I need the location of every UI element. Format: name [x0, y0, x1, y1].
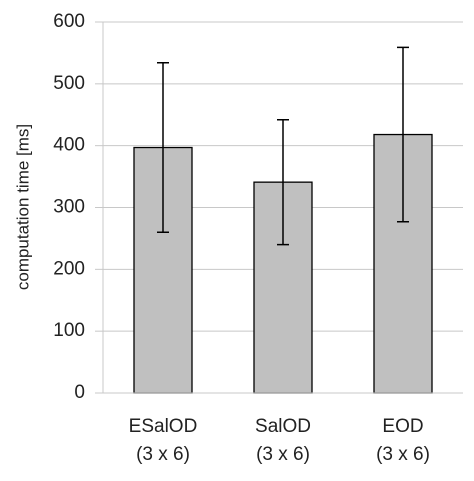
x-tick-label: ESalOD (3 x 6) — [128, 416, 198, 465]
y-tick-label: 200 — [53, 258, 85, 279]
error-bar — [397, 46, 409, 223]
error-bar — [157, 62, 169, 233]
y-tick-label: 300 — [53, 197, 85, 218]
x-tick-label: SalOD (3 x 6) — [255, 416, 311, 465]
y-tick-label: 500 — [53, 73, 85, 94]
y-tick-label: 0 — [74, 382, 85, 403]
y-tick-label: 100 — [53, 320, 85, 341]
y-tick-label: 600 — [53, 11, 85, 32]
x-tick-label: EOD (3 x 6) — [376, 416, 430, 465]
y-axis-label: computation time [ms] — [13, 124, 32, 290]
error-bar — [277, 118, 289, 246]
y-tick-label: 400 — [53, 135, 85, 156]
